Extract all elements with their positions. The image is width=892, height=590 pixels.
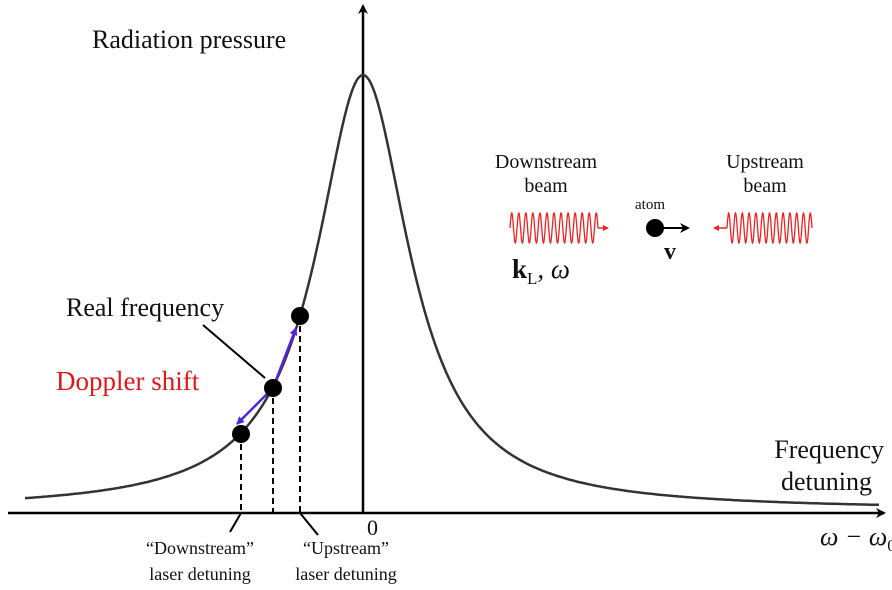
y-label: Radiation pressure	[92, 25, 286, 54]
origin-label: 0	[367, 515, 378, 540]
dashed-guides	[240, 316, 301, 513]
pointer-line	[202, 324, 266, 379]
atom-label: atom	[635, 197, 665, 213]
downstream-detuning-label: “Downstream”	[146, 538, 254, 558]
downstream-wave	[509, 211, 599, 245]
x-variable: ω − ω0	[820, 522, 892, 555]
downstream-detuning-label: laser detuning	[149, 564, 250, 584]
real-frequency-label: Real frequency	[66, 293, 224, 322]
pointer-line	[229, 512, 242, 533]
x-label: Frequency	[774, 435, 884, 464]
shift-arrow	[271, 327, 298, 389]
wavevector-main: k	[512, 254, 527, 284]
pointer-line	[299, 512, 319, 536]
point	[264, 379, 282, 397]
beam-label: beam	[524, 175, 568, 197]
x-variable-main: ω − ω	[820, 522, 887, 551]
lorentzian-curve	[24, 73, 879, 507]
beam-label: beam	[743, 175, 787, 197]
x-variable-sub: 0	[887, 536, 892, 555]
wavevector-label: kL, ω	[512, 254, 570, 288]
upstream-detuning-label: laser detuning	[295, 564, 396, 584]
axes	[8, 4, 886, 518]
upstream-wave	[726, 211, 813, 245]
wavevector-sub: L	[527, 269, 537, 288]
upstream-detuning-label: “Upstream”	[303, 538, 389, 558]
beam-label: Downstream	[495, 151, 598, 173]
wavevector-rest: , ω	[537, 254, 570, 284]
beam-label: Upstream	[726, 151, 804, 173]
velocity-label: v	[664, 239, 676, 265]
doppler-shift-label: Doppler shift	[56, 366, 200, 396]
point	[291, 307, 309, 325]
x-label: detuning	[781, 467, 872, 496]
point	[232, 425, 250, 443]
atom	[646, 219, 664, 237]
